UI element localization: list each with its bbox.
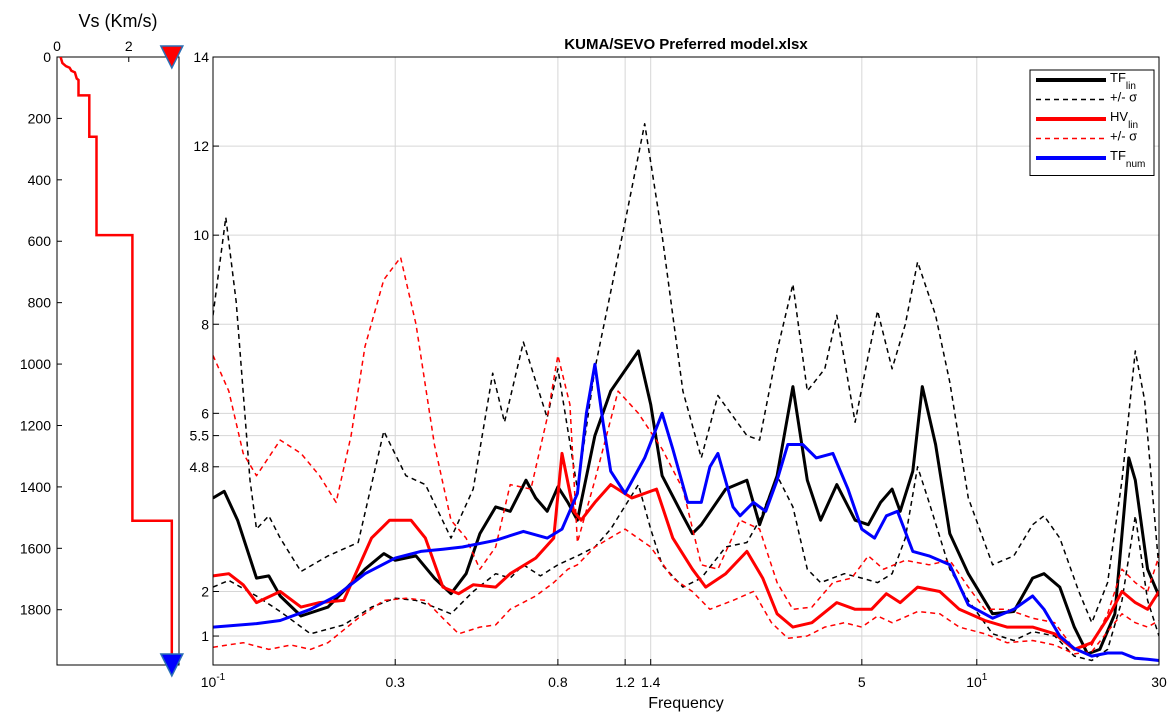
tf-y-tick-label: 6 bbox=[201, 405, 209, 421]
vs-series bbox=[59, 57, 174, 665]
tf-series-line-1 bbox=[213, 123, 1159, 624]
tf-x-tick-label: 1.2 bbox=[615, 674, 635, 690]
tf-plot-frame bbox=[212, 56, 1160, 666]
vs-y-tick-label: 600 bbox=[28, 233, 52, 249]
vs-x-tick-label: 0 bbox=[53, 38, 61, 54]
tf-xlabel: Frequency bbox=[648, 695, 724, 712]
vs-y-tick-label: 0 bbox=[43, 49, 51, 65]
tf-y-tick-label: 14 bbox=[193, 49, 209, 65]
tf-series-line-2 bbox=[213, 466, 1159, 662]
vs-profile-line bbox=[59, 57, 174, 665]
tf-x-tick-label: 101 bbox=[966, 672, 988, 690]
tf-y-tick-label: 1 bbox=[201, 628, 209, 644]
tf-series-line-6 bbox=[213, 362, 1159, 662]
tf-y-tick-label: 10 bbox=[193, 227, 209, 243]
tf-x-tick-label: 10-1 bbox=[201, 672, 226, 690]
tf-y-tick-label: 2 bbox=[201, 584, 209, 600]
legend-label: TFlin bbox=[1110, 70, 1136, 92]
vs-y-ticks: 0 200 400 600 800 1000 1200 1400 1600 1800 bbox=[20, 49, 62, 618]
legend-label: TFnum bbox=[1110, 148, 1145, 170]
legend-label: +/- σ bbox=[1110, 90, 1137, 105]
tf-x-tick-label: 0.8 bbox=[548, 674, 568, 690]
tf-chart: KUMA/SEVO Preferred model.xlsx 10-1 0.3 0.… bbox=[190, 36, 1167, 712]
vs-y-tick-label: 200 bbox=[28, 110, 52, 126]
tf-y-tick-label: 4.8 bbox=[190, 459, 210, 475]
tf-series-line-5 bbox=[213, 528, 1159, 655]
tf-series-line-4 bbox=[213, 256, 1159, 651]
vs-y-tick-label: 800 bbox=[28, 295, 52, 311]
tf-x-tick-label: 5 bbox=[858, 674, 866, 690]
tf-x-tick-label: 1.4 bbox=[641, 674, 661, 690]
legend-label: +/- σ bbox=[1110, 129, 1137, 144]
tf-series bbox=[213, 123, 1159, 662]
tf-grid bbox=[212, 56, 1160, 665]
tf-y-tick-label: 5.5 bbox=[190, 428, 210, 444]
vs-y-tick-label: 1400 bbox=[20, 479, 51, 495]
vs-x-tick-label: 2 bbox=[125, 38, 133, 54]
top-marker bbox=[159, 45, 185, 70]
chart-title: KUMA/SEVO Preferred model.xlsx bbox=[564, 36, 808, 53]
legend-label: HVlin bbox=[1110, 109, 1138, 131]
vs-markers bbox=[159, 45, 185, 678]
vs-plot-frame bbox=[56, 56, 180, 666]
tf-series-line-0 bbox=[213, 349, 1159, 656]
vs-y-tick-label: 1200 bbox=[20, 417, 51, 433]
tf-x-ticks: 10-1 0.3 0.8 1.2 1.4 5 101 30 bbox=[201, 659, 1167, 690]
vs-y-tick-label: 1800 bbox=[20, 602, 51, 618]
vs-y-tick-label: 1000 bbox=[20, 356, 51, 372]
bottom-marker bbox=[159, 653, 185, 678]
tf-series-line-3 bbox=[213, 451, 1159, 651]
tf-x-tick-label: 30 bbox=[1151, 674, 1167, 690]
tf-x-tick-label: 0.3 bbox=[385, 674, 405, 690]
vs-xlabel: Vs (Km/s) bbox=[79, 11, 158, 31]
tf-y-tick-label: 12 bbox=[193, 138, 209, 154]
tf-y-tick-label: 8 bbox=[201, 316, 209, 332]
vs-y-tick-label: 400 bbox=[28, 172, 52, 188]
vs-y-tick-label: 1600 bbox=[20, 540, 51, 556]
